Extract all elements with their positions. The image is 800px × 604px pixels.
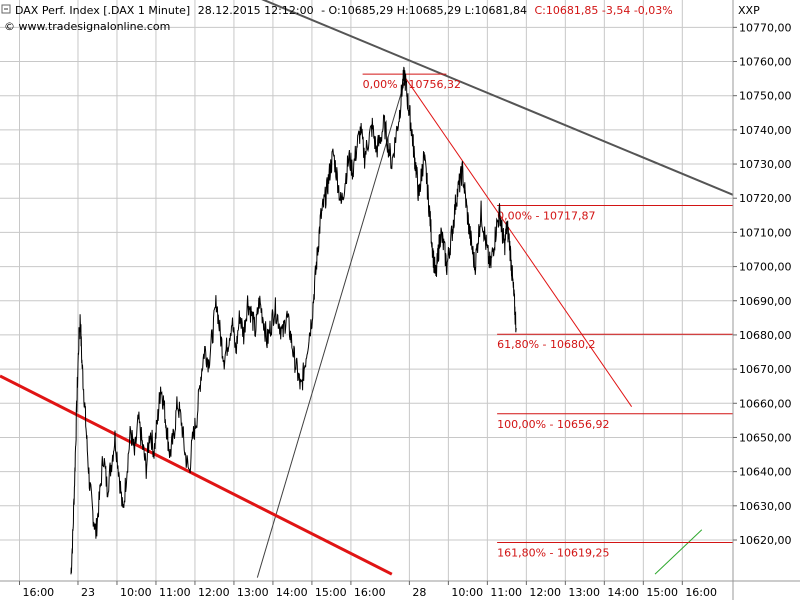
fib-level-label: 100,00% - 10656,92: [497, 418, 609, 431]
y-tick-label: 10690,00: [739, 295, 792, 308]
x-tick-label: 15:00: [315, 586, 347, 599]
fib-level-label: 0,00% - 10717,87: [497, 210, 595, 223]
x-tick-label: 12:00: [529, 586, 561, 599]
y-tick-label: 10630,00: [739, 500, 792, 513]
datetime-label: 28.12.2015 12:12:00: [198, 4, 314, 17]
y-tick-label: 10740,00: [739, 124, 792, 137]
x-tick-label: 16:00: [685, 586, 717, 599]
fib-level-label: 161,80% - 10619,25: [497, 547, 609, 560]
price-series: [70, 66, 517, 575]
y-tick-label: 10770,00: [739, 21, 792, 34]
x-tick-label: 16:00: [354, 586, 386, 599]
trendlines: [0, 0, 733, 578]
y-tick-label: 10720,00: [739, 192, 792, 205]
axis-code-label: XXP: [738, 4, 760, 17]
instrument-label: DAX Perf. Index [.DAX 1 Minute]: [15, 4, 190, 17]
y-tick-label: 10730,00: [739, 158, 792, 171]
y-tick-label: 10680,00: [739, 329, 792, 342]
x-tick-label: 13:00: [237, 586, 269, 599]
y-tick-label: 10660,00: [739, 397, 792, 410]
y-tick-label: 10640,00: [739, 466, 792, 479]
x-tick-label: 10:00: [451, 586, 483, 599]
x-tick-label: 10:00: [120, 586, 152, 599]
trendline: [0, 374, 393, 576]
close-label: C:10681,85 -3,54 -0,03%: [535, 4, 673, 17]
fib-level-label: 61,80% - 10680,2: [497, 338, 595, 351]
y-tick-label: 10650,00: [739, 431, 792, 444]
price-line: [70, 66, 517, 575]
y-tick-label: 10620,00: [739, 534, 792, 547]
y-tick-label: 10760,00: [739, 56, 792, 69]
x-tick-label: 13:00: [568, 586, 600, 599]
grid: [0, 0, 733, 581]
y-tick-label: 10670,00: [739, 363, 792, 376]
x-tick-label: 23: [81, 586, 95, 599]
x-tick-label: 14:00: [607, 586, 639, 599]
header: DAX Perf. Index [.DAX 1 Minute] 28.12.20…: [1, 4, 673, 33]
ohlc-label: - O:10685,29 H:10685,29 L:10681,84: [321, 4, 527, 17]
x-tick-label: 15:00: [646, 586, 678, 599]
x-tick-label: 14:00: [276, 586, 308, 599]
fib-level-label: 0,00% - 10756,32: [363, 78, 461, 91]
fibonacci-levels: 0,00% - 10756,32 0,00% - 10717,87 61,80% -…: [362, 73, 733, 560]
x-tick-label: 12:00: [198, 586, 230, 599]
trendline: [654, 529, 703, 575]
x-tick-label: 11:00: [159, 586, 191, 599]
x-tick-label: 28: [412, 586, 426, 599]
x-tick-label: 11:00: [490, 586, 522, 599]
x-tick-label: 16:00: [22, 586, 54, 599]
trendline: [256, 78, 406, 578]
trendline: [261, 0, 733, 196]
source-label: © www.tradesignalonline.com: [4, 20, 170, 33]
svg-text:DAX Perf. Index [.DAX 1 Minut: DAX Perf. Index [.DAX 1 Minute] 28.12.20…: [15, 4, 673, 17]
y-tick-label: 10700,00: [739, 261, 792, 274]
y-tick-label: 10710,00: [739, 226, 792, 239]
y-tick-label: 10750,00: [739, 90, 792, 103]
trendline: [403, 74, 633, 407]
